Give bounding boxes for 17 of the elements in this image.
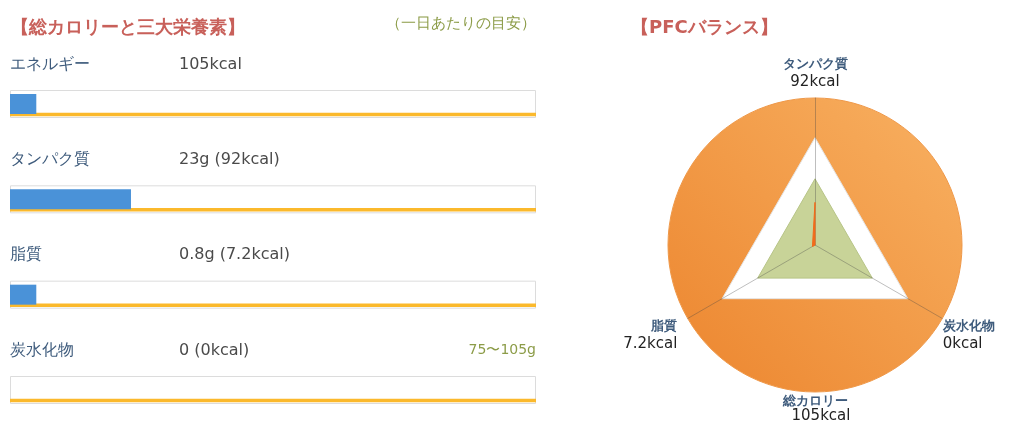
annotation: 23g (92kcal)	[179, 148, 280, 168]
spoke-label: タンパク質 92kcal	[782, 55, 848, 90]
annotation: 105kcal	[179, 53, 242, 73]
spoke-label: 炭水化物 0kcal	[941, 318, 995, 352]
chart-title: 【PFCバランス】	[631, 15, 778, 37]
text: 105kcal	[791, 406, 851, 424]
chart-title: 【総カロリーと三大栄養素】	[11, 15, 245, 37]
text: 総カロリー	[781, 392, 848, 408]
annotation: 0 (0kcal)	[179, 339, 250, 359]
spoke-label: 脂質 7.2kcal	[623, 318, 678, 352]
annotation: 0.8g (7.2kcal)	[179, 244, 290, 264]
y-tick-label: タンパク質	[10, 148, 90, 168]
y-tick-label: エネルギー	[10, 53, 90, 73]
text: （一日あたりの目安）	[386, 13, 536, 32]
annotation: 75〜105g	[468, 341, 536, 357]
y-tick-label: 炭水化物	[10, 339, 74, 359]
y-tick-label: 脂質	[10, 244, 42, 264]
